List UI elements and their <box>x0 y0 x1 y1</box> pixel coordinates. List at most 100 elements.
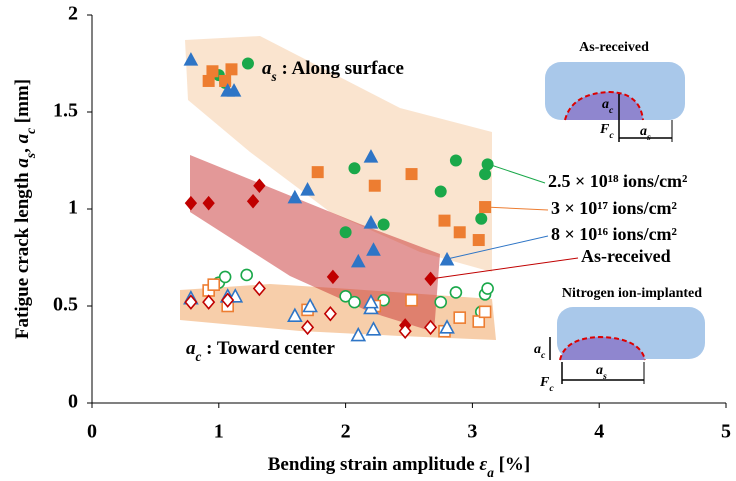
x-tick-label: 2 <box>341 421 351 443</box>
band-surface <box>185 36 492 272</box>
point <box>377 218 390 231</box>
point <box>434 185 447 198</box>
point <box>183 52 199 66</box>
point <box>240 268 253 282</box>
text-part: a <box>12 158 33 168</box>
text-part: c <box>609 130 614 141</box>
text-part: s <box>271 69 277 84</box>
point <box>226 83 242 97</box>
inset-label: Fc <box>599 122 614 141</box>
legend-label: 3 × 10¹⁷ ions/cm² <box>551 198 677 218</box>
text-part: a <box>487 465 494 480</box>
y-tick-label: 1.5 <box>53 100 78 122</box>
point <box>202 294 216 310</box>
text-part: [mm] <box>12 79 33 128</box>
leader-line <box>487 163 546 184</box>
x-axis-label: Bending strain amplitude εa [%] <box>268 454 531 479</box>
point <box>363 215 379 229</box>
point <box>366 242 381 256</box>
text-part: , <box>12 143 33 153</box>
point <box>287 189 303 204</box>
point <box>326 269 340 285</box>
point <box>449 154 462 167</box>
point <box>439 319 455 334</box>
legend-label: As-received <box>581 246 671 266</box>
point <box>311 166 324 179</box>
text-part: a <box>534 342 541 357</box>
point <box>472 234 485 247</box>
inset-as-received <box>545 62 685 142</box>
text-part: c <box>23 128 38 134</box>
point <box>300 182 315 196</box>
text-part: a <box>602 97 609 112</box>
legend-label: 8 × 10¹⁶ ions/cm² <box>551 224 677 244</box>
inset-label: as <box>596 363 607 382</box>
y-tick-label: 1 <box>68 197 78 219</box>
text-part: [%] <box>494 454 530 475</box>
point <box>350 326 367 342</box>
text-part: s <box>646 132 651 143</box>
text-part: c <box>541 350 546 361</box>
point <box>479 201 492 214</box>
point <box>323 306 337 322</box>
text-part: c <box>549 383 554 394</box>
point <box>365 321 382 336</box>
point <box>478 305 492 319</box>
point <box>368 179 381 192</box>
point <box>449 286 463 299</box>
text-part: c <box>609 105 614 116</box>
point <box>339 289 352 303</box>
text-part: Bending strain amplitude <box>268 454 480 475</box>
point <box>184 294 198 310</box>
inset-title: As-received <box>579 40 649 55</box>
point <box>348 162 361 175</box>
text-part: s <box>602 371 607 382</box>
point <box>301 319 315 336</box>
text-part: F <box>539 375 550 390</box>
point <box>472 315 486 328</box>
text-part: Fatigue crack length <box>12 168 33 340</box>
inset-label: Fc <box>539 375 554 394</box>
point <box>184 195 198 211</box>
point <box>241 57 254 70</box>
leader-line <box>429 257 579 280</box>
inset-label: ac <box>602 97 614 116</box>
text-part: a <box>640 124 647 139</box>
text-part: a <box>12 133 33 143</box>
point <box>424 319 438 336</box>
point <box>481 158 494 171</box>
point <box>252 280 266 297</box>
y-axis-label: Fatigue crack length as, ac [mm] <box>12 79 37 339</box>
inset-label: ac <box>534 342 546 361</box>
point <box>218 270 232 284</box>
point <box>405 168 418 181</box>
point <box>475 212 488 225</box>
leader-line <box>446 235 549 260</box>
x-tick-label: 4 <box>594 421 604 443</box>
point <box>481 282 494 295</box>
crack <box>565 92 643 120</box>
point <box>225 63 238 76</box>
x-tick-label: 0 <box>87 421 97 443</box>
point <box>202 195 215 211</box>
text-part: ε <box>479 454 487 475</box>
leader-line <box>484 206 549 211</box>
text-part: F <box>599 122 610 137</box>
inset-title: Nitrogen ion-implanted <box>562 286 702 301</box>
point <box>453 311 467 324</box>
crack <box>560 337 645 360</box>
point <box>221 292 235 308</box>
point <box>339 226 352 239</box>
point <box>219 74 232 87</box>
text-part: : Toward center <box>201 338 335 359</box>
y-tick-label: 0 <box>68 391 78 413</box>
text-part: a <box>186 338 196 359</box>
text-part: c <box>196 349 202 364</box>
x-tick-label: 3 <box>467 421 477 443</box>
point <box>363 149 379 163</box>
point <box>453 226 466 239</box>
point <box>302 297 318 313</box>
annotation: ac : Toward center <box>186 338 335 363</box>
legend-label: 2.5 × 10¹⁸ ions/cm² <box>548 171 687 191</box>
point <box>398 323 412 339</box>
